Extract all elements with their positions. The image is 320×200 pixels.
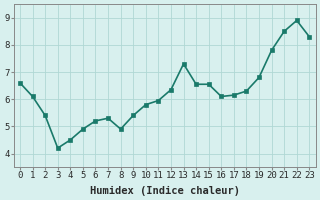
X-axis label: Humidex (Indice chaleur): Humidex (Indice chaleur): [90, 186, 240, 196]
